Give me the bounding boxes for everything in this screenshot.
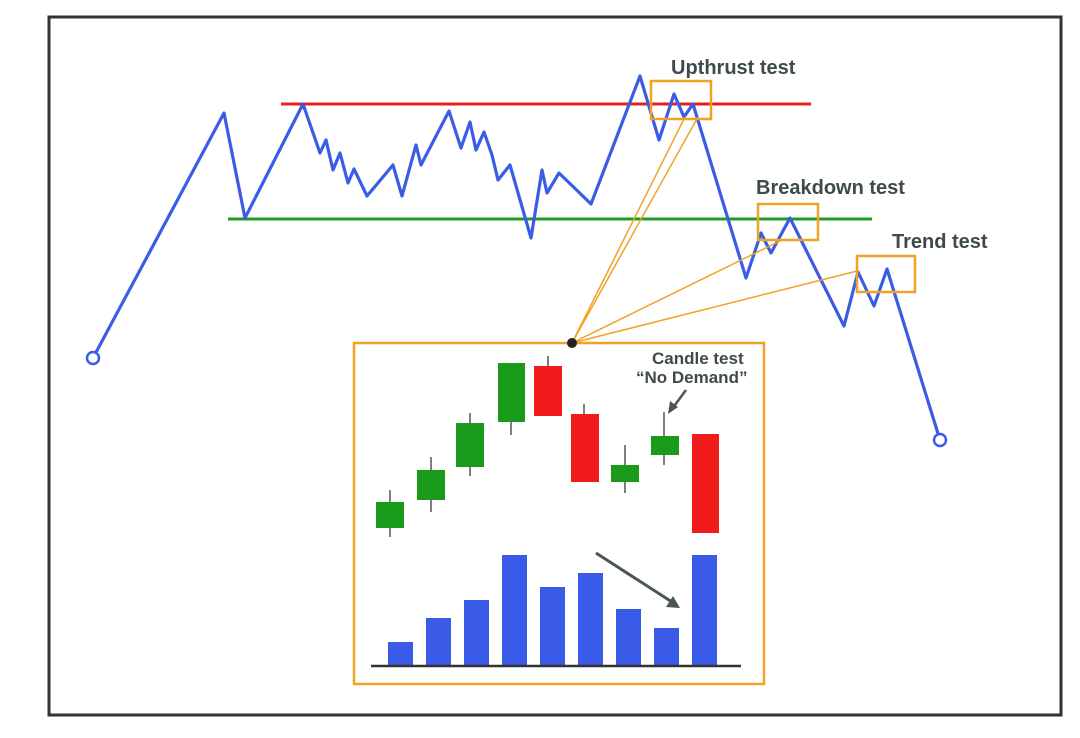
breakdown-test-box xyxy=(756,202,820,242)
volume-bar xyxy=(654,628,679,666)
upthrust-test-box xyxy=(649,79,713,121)
candle-body-bullish xyxy=(498,363,525,422)
volume-bar xyxy=(388,642,413,666)
volume-bars xyxy=(388,555,717,666)
path-start-node xyxy=(85,350,101,366)
candle-body-bearish xyxy=(534,366,562,416)
volume-bar xyxy=(692,555,717,666)
volume-bar xyxy=(616,609,641,666)
candle-body-bearish xyxy=(692,434,719,533)
no-demand-label: “No Demand” xyxy=(636,368,747,387)
volume-bar xyxy=(578,573,603,666)
breakdown-test-label: Breakdown test xyxy=(756,177,905,199)
candle-body-bullish xyxy=(611,465,639,482)
volume-bar xyxy=(540,587,565,666)
candle-body-bullish xyxy=(417,470,445,500)
volume-bar xyxy=(426,618,451,666)
candlestick-group xyxy=(376,356,719,537)
connector-upthrust-2 xyxy=(571,116,699,344)
candle-body-bullish xyxy=(651,436,679,455)
candle-test-label: Candle test xyxy=(652,349,744,368)
inset-anchor-dot xyxy=(567,338,577,348)
candle-body-bullish xyxy=(456,423,484,467)
trend-test-label: Trend test xyxy=(892,231,988,253)
volume-bar xyxy=(464,600,489,666)
candle-body-bullish xyxy=(376,502,404,528)
price-path xyxy=(91,74,942,441)
connector-breakdown xyxy=(571,239,783,344)
volume-bar xyxy=(502,555,527,666)
connector-upthrust xyxy=(571,116,686,344)
declining-volume-arrow xyxy=(595,551,673,604)
trend-test-box xyxy=(855,254,917,294)
path-end-node xyxy=(932,432,948,448)
candle-body-bearish xyxy=(571,414,599,482)
declining-volume-arrowhead xyxy=(666,596,680,608)
candle-test-arrowhead xyxy=(668,401,678,414)
connector-trend xyxy=(571,270,858,344)
upthrust-test-label: Upthrust test xyxy=(671,57,796,79)
